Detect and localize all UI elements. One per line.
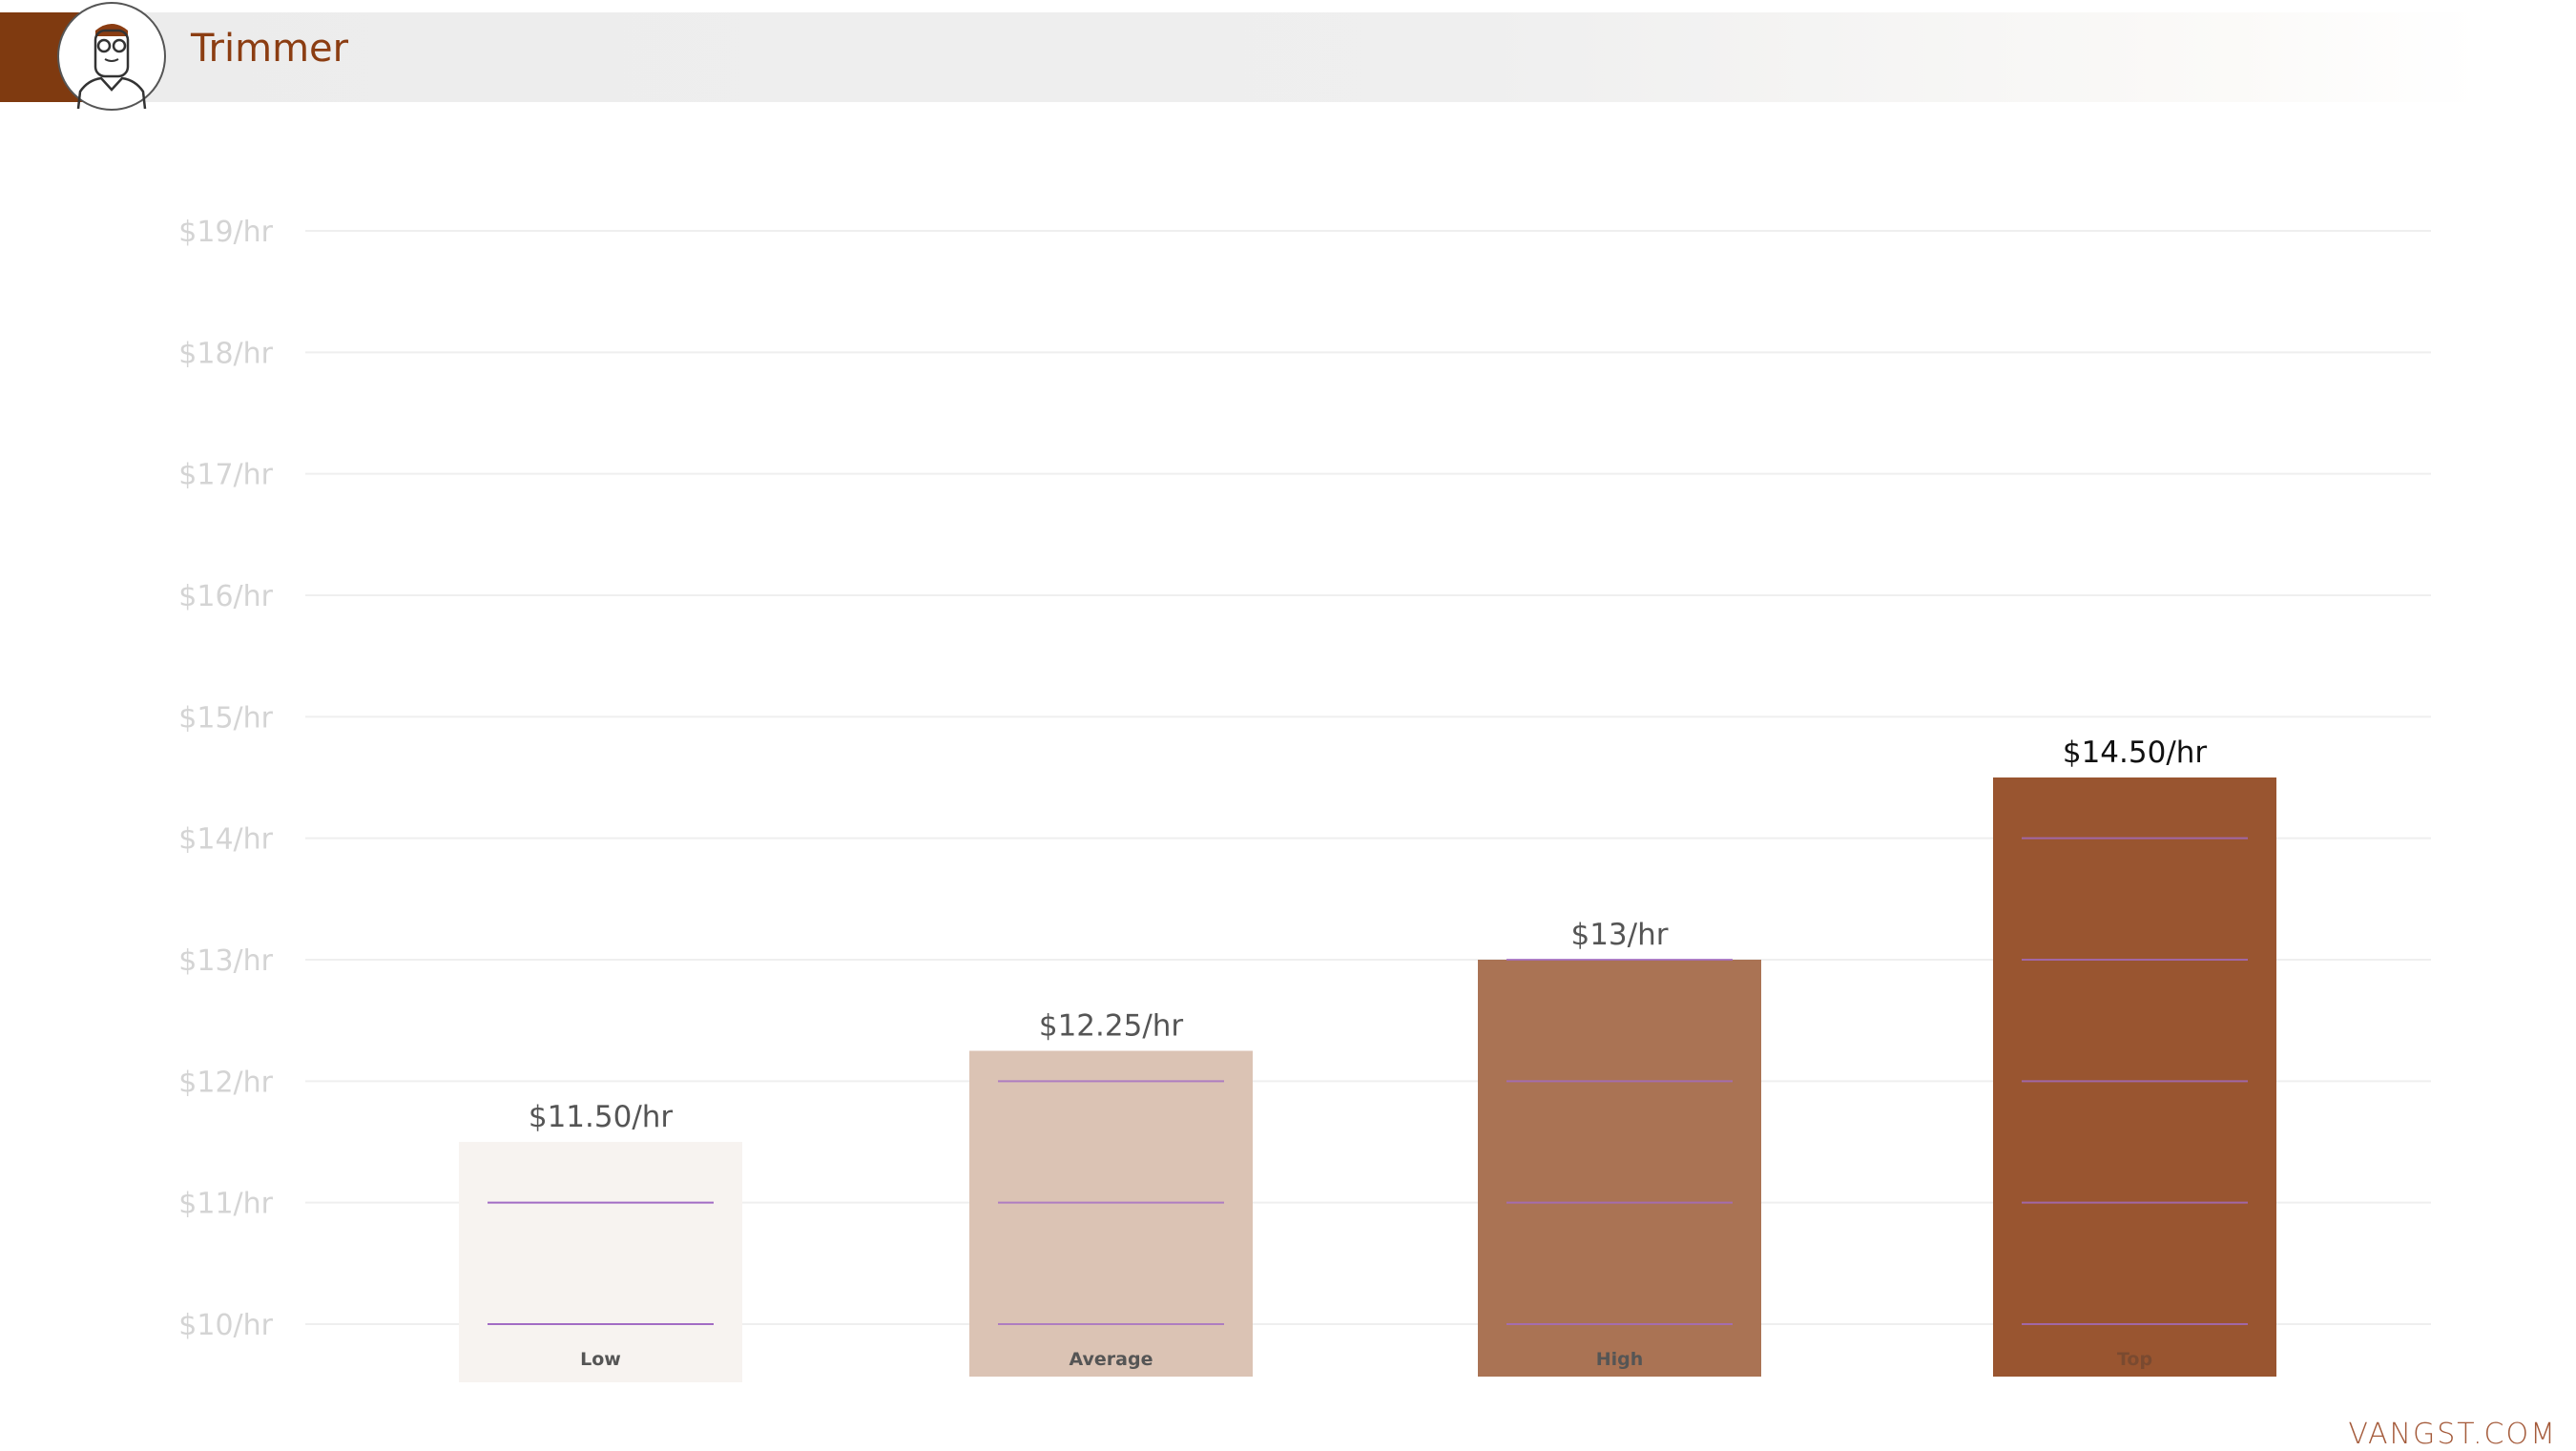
y-tick-label: $10/hr [178, 1309, 273, 1342]
bar-high [1478, 960, 1761, 1377]
category-label: Average [1070, 1349, 1153, 1370]
category-label: Low [580, 1349, 621, 1370]
bar-average [969, 1050, 1253, 1377]
y-tick-label: $12/hr [178, 1066, 273, 1099]
y-tick-label: $14/hr [178, 823, 273, 857]
y-tick-label: $19/hr [178, 216, 273, 249]
value-label: $13/hr [1570, 918, 1668, 952]
y-tick-label: $13/hr [178, 944, 273, 978]
page-title: Trimmer [191, 27, 349, 71]
value-label: $11.50/hr [529, 1100, 674, 1134]
y-tick-label: $18/hr [178, 337, 273, 370]
value-label: $14.50/hr [2063, 736, 2208, 770]
category-label: High [1596, 1349, 1644, 1370]
bar-low [459, 1142, 742, 1382]
y-tick-label: $15/hr [178, 701, 273, 735]
y-tick-label: $11/hr [178, 1188, 273, 1221]
header-bar [0, 12, 2481, 102]
y-tick-label: $17/hr [178, 459, 273, 492]
value-label: $12.25/hr [1039, 1009, 1184, 1044]
category-label: Top [2117, 1349, 2152, 1370]
bearded-man-avatar-icon [57, 2, 166, 111]
y-tick-label: $16/hr [178, 580, 273, 613]
brand-footer: VANGST.COM [2348, 1418, 2557, 1451]
bar-top [1993, 777, 2276, 1377]
